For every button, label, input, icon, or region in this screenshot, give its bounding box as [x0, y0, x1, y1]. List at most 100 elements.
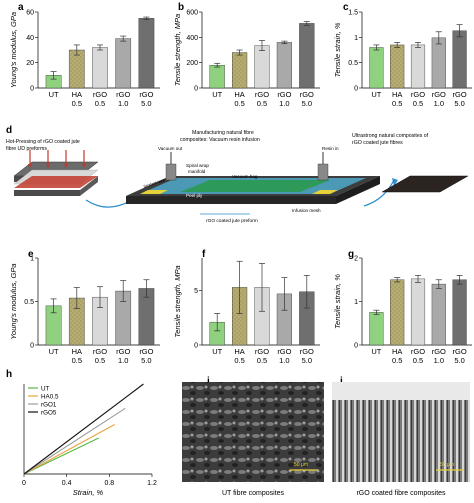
- chart-c-bar-3: [431, 37, 446, 89]
- chart-e-xtick-label-1: HA: [72, 347, 82, 356]
- sem-i-scale: 50 µm: [294, 462, 308, 468]
- chart-h-series-3: [23, 383, 144, 475]
- chart-b-ytick-label-2: 400: [186, 35, 198, 42]
- chart-g-xtick-label-3-line2: 1.0: [434, 356, 444, 365]
- chart-a-ylabel: Young's modulus, GPa: [9, 12, 18, 88]
- chart-g-xtick-label-1-line2: 0.5: [392, 356, 402, 365]
- chart-h-series-2: [23, 407, 126, 475]
- chart-a-xtick-label-1-line2: 0.5: [72, 99, 82, 108]
- chart-f-ytick-label-1: 5: [194, 288, 198, 295]
- panel-letter-f: f: [202, 249, 206, 260]
- panel-letter-g: g: [348, 249, 354, 260]
- chart-b-xtick-label-2: rGO: [255, 90, 269, 99]
- chart-b-xtick-label-1-line2: 0.5: [234, 99, 244, 108]
- panel-letter-i: i: [207, 376, 210, 387]
- chart-c-bar-4: [452, 30, 467, 89]
- label-spiral-line2: manifold: [188, 169, 206, 174]
- chart-g-ytick-label-0: 0: [354, 343, 358, 350]
- chart-e-ytick-label-0: 0: [30, 343, 34, 350]
- chart-a-xtick-label-0: UT: [49, 90, 59, 99]
- chart-c-ytick-label-2: 1: [354, 35, 358, 42]
- chart-b-bar-2: [254, 45, 270, 89]
- panel-letter-d: d: [6, 125, 12, 136]
- chart-e-xtick-label-2-line2: 0.5: [95, 356, 105, 365]
- chart-b-bar-0: [209, 64, 225, 89]
- chart-g-bar-2: [410, 278, 426, 346]
- label-preform: rGO coated jute preform: [206, 218, 258, 224]
- chart-g-xtick-label-2: rGO: [411, 347, 425, 356]
- sem-image-j: 50 µm: [332, 382, 470, 482]
- label-vacuum-bag: Vacuum bag: [232, 174, 258, 179]
- chart-a-xtick-label-3: rGO: [116, 90, 130, 99]
- chart-c-ytick-label-0: 0: [354, 86, 358, 93]
- chart-c-ytick-label-1: 0.5: [348, 60, 358, 67]
- label-vacuum-out: Vacuum out: [158, 146, 183, 151]
- chart-f-xtick-label-3: rGO: [277, 347, 291, 356]
- hot-press-icon: [13, 150, 99, 196]
- chart-f-xtick-label-4-line2: 5.0: [302, 356, 312, 365]
- chart-b-bar-3: [276, 42, 292, 89]
- chart-h-xlabel: Strain, %: [73, 488, 104, 497]
- label-peel-ply: Peel ply: [186, 193, 203, 198]
- chart-g-xtick-label-4-line2: 5.0: [454, 356, 464, 365]
- chart-h-series-1: [23, 424, 115, 475]
- chart-c-xtick-label-3: rGO: [432, 90, 446, 99]
- chart-a-xtick-label-2-line2: 0.5: [95, 99, 105, 108]
- chart-a-bar-1: [68, 49, 85, 89]
- chart-b-xtick-label-3-line2: 1.0: [279, 99, 289, 108]
- chart-b-ytick-label-1: 200: [186, 60, 198, 67]
- chart-h-xtick-label-1: 0.4: [62, 480, 72, 487]
- chart-b-xtick-label-1: HA: [234, 90, 244, 99]
- chart-c-xtick-label-4: rGO: [453, 90, 467, 99]
- chart-c-xtick-label-1: HA: [392, 90, 402, 99]
- sem-j-scale: 50 µm: [440, 462, 454, 468]
- chart-a-ytick-label-0: 0: [30, 86, 34, 93]
- chart-g-xtick-label-0: UT: [371, 347, 381, 356]
- chart-h-xtick-label-3: 1.2: [147, 480, 157, 487]
- chart-c-xtick-label-0: UT: [371, 90, 381, 99]
- panel-letter-b: b: [178, 2, 184, 13]
- chart-c-bar-0: [369, 47, 384, 89]
- chart-a-bar-2: [92, 47, 108, 89]
- chart-c-bar-1: [390, 44, 405, 89]
- chart-g-bar-4: [452, 279, 467, 346]
- ultrastrong-caption-line1: Ultrastrong natural composites of: [352, 133, 429, 139]
- chart-h-xtick-label-0: 0: [22, 480, 26, 487]
- chart-h-legend-label-0: UT: [41, 385, 50, 392]
- chart-c-bar-2: [410, 44, 426, 89]
- infusion-setup-icon: [126, 152, 380, 215]
- hotpress-caption-line1: Hot-Pressing of rGO coated jute: [6, 139, 80, 145]
- chart-f-xtick-label-3-line2: 1.0: [279, 356, 289, 365]
- chart-b-xtick-label-3: rGO: [277, 90, 291, 99]
- chart-a-ytick-label-3: 60: [26, 10, 34, 17]
- chart-f-xtick-label-2-line2: 0.5: [257, 356, 267, 365]
- chart-b-xtick-label-4-line2: 5.0: [302, 99, 312, 108]
- chart-b-ylabel: Tensile strength, MPa: [173, 14, 182, 86]
- chart-b-ytick-label-0: 0: [194, 86, 198, 93]
- chart-a-xtick-label-4-line2: 5.0: [141, 99, 151, 108]
- chart-f-ylabel: Tensile strength, MPa: [173, 265, 182, 337]
- chart-g-bar-3: [431, 283, 446, 346]
- chart-h-legend-label-3: rGO5: [41, 409, 57, 416]
- infusion-caption-line1: Manufacturing natural fibre: [192, 130, 254, 136]
- chart-g-xtick-label-4: rGO: [453, 347, 467, 356]
- panel-letter-e: e: [28, 249, 34, 260]
- chart-c-xtick-label-4-line2: 5.0: [454, 99, 464, 108]
- ultrastrong-caption-line2: rGO coated jute fibres: [352, 140, 403, 146]
- chart-e-xtick-label-2: rGO: [93, 347, 107, 356]
- chart-a-xtick-label-2: rGO: [93, 90, 107, 99]
- chart-f-xtick-label-4: rGO: [300, 347, 314, 356]
- chart-e-ytick-label-2: 1: [30, 256, 34, 263]
- chart-g-ytick-label-1: 1: [354, 299, 358, 306]
- chart-b-xtick-label-0: UT: [212, 90, 222, 99]
- label-sealant-tape: Sealant tape: [143, 177, 167, 189]
- arrow-to-product: [363, 179, 395, 207]
- chart-b-bar-4: [299, 23, 315, 89]
- chart-a-bar-4: [138, 18, 155, 89]
- chart-f-xtick-label-2: rGO: [255, 347, 269, 356]
- chart-e-xtick-label-4: rGO: [139, 347, 153, 356]
